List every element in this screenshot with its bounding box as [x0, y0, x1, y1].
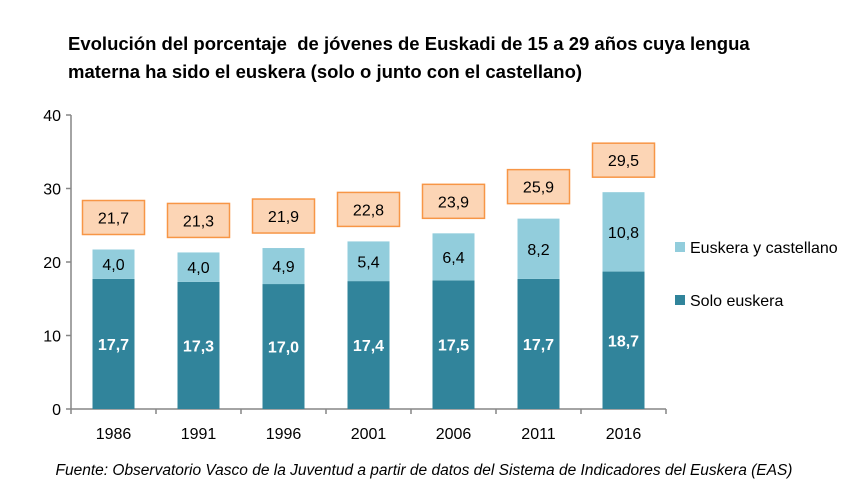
total-label-box — [251, 198, 316, 234]
data-label: 4,0 — [187, 260, 209, 277]
total-label: 21,3 — [183, 213, 214, 230]
bar-euskera-y-castellano — [92, 249, 135, 279]
data-label: 17,3 — [183, 338, 214, 355]
y-tick-label: 0 — [52, 402, 61, 419]
source-note: Fuente: Observatorio Vasco de la Juventu… — [55, 462, 793, 479]
title-line-1: Evolución del porcentaje de jóvenes de E… — [68, 33, 750, 54]
bar-solo-euskera — [262, 284, 305, 409]
bar-euskera-y-castellano — [177, 252, 220, 282]
total-label-box — [166, 202, 231, 239]
data-label: 17,4 — [353, 338, 384, 355]
y-tick-label: 10 — [43, 329, 61, 346]
bar-solo-euskera — [517, 278, 560, 409]
x-tick-label: 2001 — [351, 426, 387, 443]
bar-euskera-y-castellano — [262, 248, 305, 285]
data-label: 5,4 — [357, 254, 379, 271]
data-label: 6,4 — [442, 250, 464, 267]
bar-euskera-y-castellano — [517, 218, 560, 279]
data-label: 8,2 — [527, 242, 549, 259]
title-line-2: materna ha sido el euskera (solo o junto… — [68, 61, 583, 82]
data-label: 18,7 — [608, 333, 639, 350]
data-label: 17,0 — [268, 340, 299, 357]
data-label: 17,7 — [98, 337, 129, 354]
total-label: 22,8 — [353, 202, 384, 219]
x-tick-label: 2016 — [606, 426, 642, 443]
y-tick-label: 20 — [43, 255, 61, 272]
x-tick-label: 1986 — [96, 426, 132, 443]
y-tick-label: 40 — [43, 108, 61, 125]
chart-title: Evolución del porcentaje de jóvenes de E… — [68, 30, 808, 86]
legend-label: Solo euskera — [690, 293, 783, 310]
total-label-box — [506, 168, 571, 205]
total-label-box — [591, 142, 656, 178]
bar-euskera-y-castellano — [347, 241, 390, 282]
total-label: 29,5 — [608, 153, 639, 170]
total-label: 23,9 — [438, 194, 469, 211]
x-tick-label: 1996 — [266, 426, 302, 443]
data-label: 4,9 — [272, 259, 294, 276]
total-label: 21,7 — [98, 211, 129, 228]
legend-swatch — [675, 295, 685, 305]
bar-solo-euskera — [432, 280, 475, 409]
data-label: 10,8 — [608, 225, 639, 242]
y-tick-label: 30 — [43, 182, 61, 199]
total-label-box — [421, 183, 486, 220]
total-label-box — [81, 199, 146, 236]
total-label: 21,9 — [268, 209, 299, 226]
bar-solo-euskera — [92, 278, 135, 409]
bar-euskera-y-castellano — [432, 233, 475, 281]
x-tick-label: 2011 — [521, 426, 556, 443]
x-tick-label: 2006 — [436, 426, 472, 443]
data-label: 17,7 — [523, 337, 554, 354]
data-label: 17,5 — [438, 338, 469, 355]
bar-solo-euskera — [177, 281, 220, 409]
x-tick-label: 1991 — [181, 426, 217, 443]
data-label: 4,0 — [102, 257, 124, 274]
legend-label: Euskera y castellano — [690, 240, 838, 257]
bar-solo-euskera — [602, 271, 645, 409]
total-label-box — [336, 191, 401, 228]
bar-solo-euskera — [347, 281, 390, 409]
bar-euskera-y-castellano — [602, 192, 645, 272]
total-label: 25,9 — [523, 180, 554, 197]
legend-swatch — [675, 242, 685, 252]
